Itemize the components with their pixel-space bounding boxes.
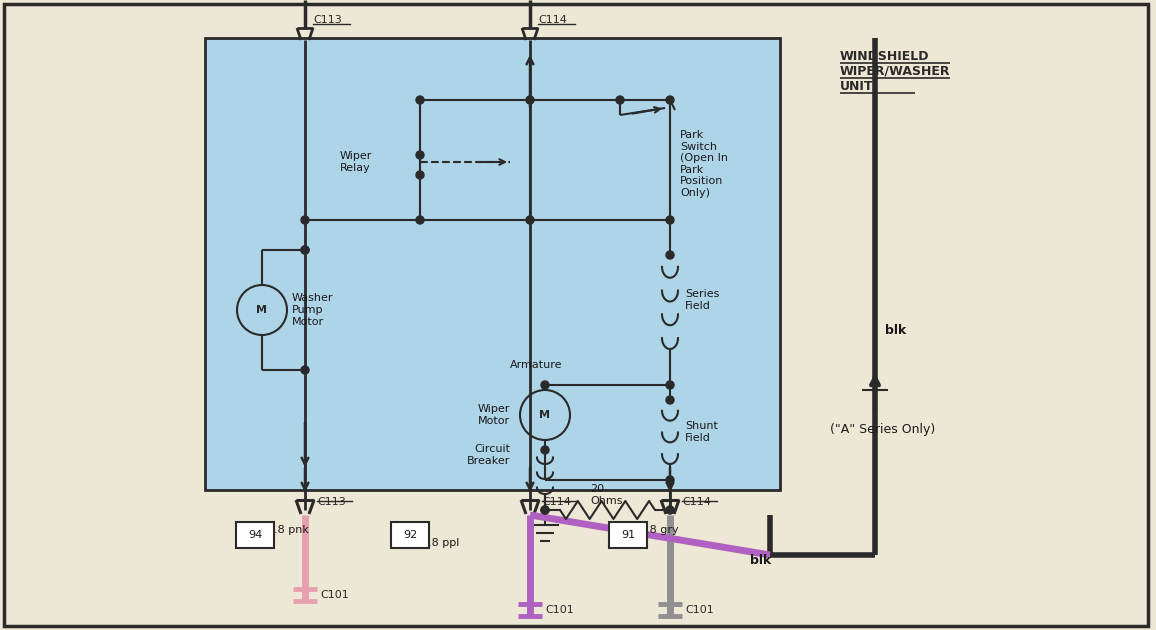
Circle shape — [541, 446, 549, 454]
Text: UNIT: UNIT — [840, 80, 874, 93]
Text: Park
Switch
(Open In
Park
Position
Only): Park Switch (Open In Park Position Only) — [680, 130, 728, 198]
Text: Circuit
Breaker: Circuit Breaker — [467, 444, 510, 466]
Circle shape — [666, 396, 674, 404]
Circle shape — [301, 246, 309, 254]
Text: WINDSHIELD: WINDSHIELD — [840, 50, 929, 63]
Text: 92: 92 — [403, 530, 417, 540]
Text: C101: C101 — [686, 605, 713, 615]
Text: C101: C101 — [544, 605, 573, 615]
Text: ("A" Series Only): ("A" Series Only) — [830, 423, 935, 437]
Circle shape — [666, 216, 674, 224]
Text: Washer
Pump
Motor: Washer Pump Motor — [292, 294, 333, 326]
Bar — [205, 38, 780, 490]
Text: C101: C101 — [320, 590, 349, 600]
Circle shape — [416, 151, 424, 159]
Circle shape — [541, 506, 549, 514]
Text: blk: blk — [750, 554, 771, 566]
Circle shape — [541, 381, 549, 389]
Text: Wiper
Motor: Wiper Motor — [477, 404, 510, 426]
Text: C113: C113 — [313, 15, 342, 25]
Text: WIPER/WASHER: WIPER/WASHER — [840, 65, 950, 78]
Circle shape — [301, 366, 309, 374]
Text: M: M — [540, 410, 550, 420]
Text: .8 pnk: .8 pnk — [274, 525, 309, 535]
Text: .8 gry: .8 gry — [646, 525, 679, 535]
Circle shape — [416, 171, 424, 179]
Circle shape — [416, 96, 424, 104]
FancyBboxPatch shape — [391, 522, 429, 548]
Circle shape — [301, 216, 309, 224]
Circle shape — [666, 476, 674, 484]
Circle shape — [526, 216, 534, 224]
Text: 20
Ohms: 20 Ohms — [590, 484, 622, 506]
Text: C114: C114 — [682, 497, 711, 507]
Text: blk: blk — [885, 323, 906, 336]
Text: Armature: Armature — [510, 360, 563, 370]
Circle shape — [616, 96, 624, 104]
Text: M: M — [257, 305, 267, 315]
Text: C114: C114 — [538, 15, 566, 25]
Text: Wiper
Relay: Wiper Relay — [340, 151, 372, 173]
FancyBboxPatch shape — [609, 522, 647, 548]
Text: 91: 91 — [621, 530, 635, 540]
Circle shape — [526, 96, 534, 104]
Circle shape — [666, 96, 674, 104]
Circle shape — [666, 506, 674, 514]
Circle shape — [666, 251, 674, 259]
Text: 94: 94 — [247, 530, 262, 540]
Circle shape — [666, 381, 674, 389]
FancyBboxPatch shape — [236, 522, 274, 548]
Text: Shunt
Field: Shunt Field — [686, 421, 718, 443]
Circle shape — [416, 216, 424, 224]
Circle shape — [541, 506, 549, 514]
Circle shape — [301, 246, 309, 254]
Text: C114: C114 — [542, 497, 571, 507]
Text: .8 ppl: .8 ppl — [428, 538, 459, 548]
Text: Series
Field: Series Field — [686, 289, 719, 311]
Text: C113: C113 — [317, 497, 346, 507]
